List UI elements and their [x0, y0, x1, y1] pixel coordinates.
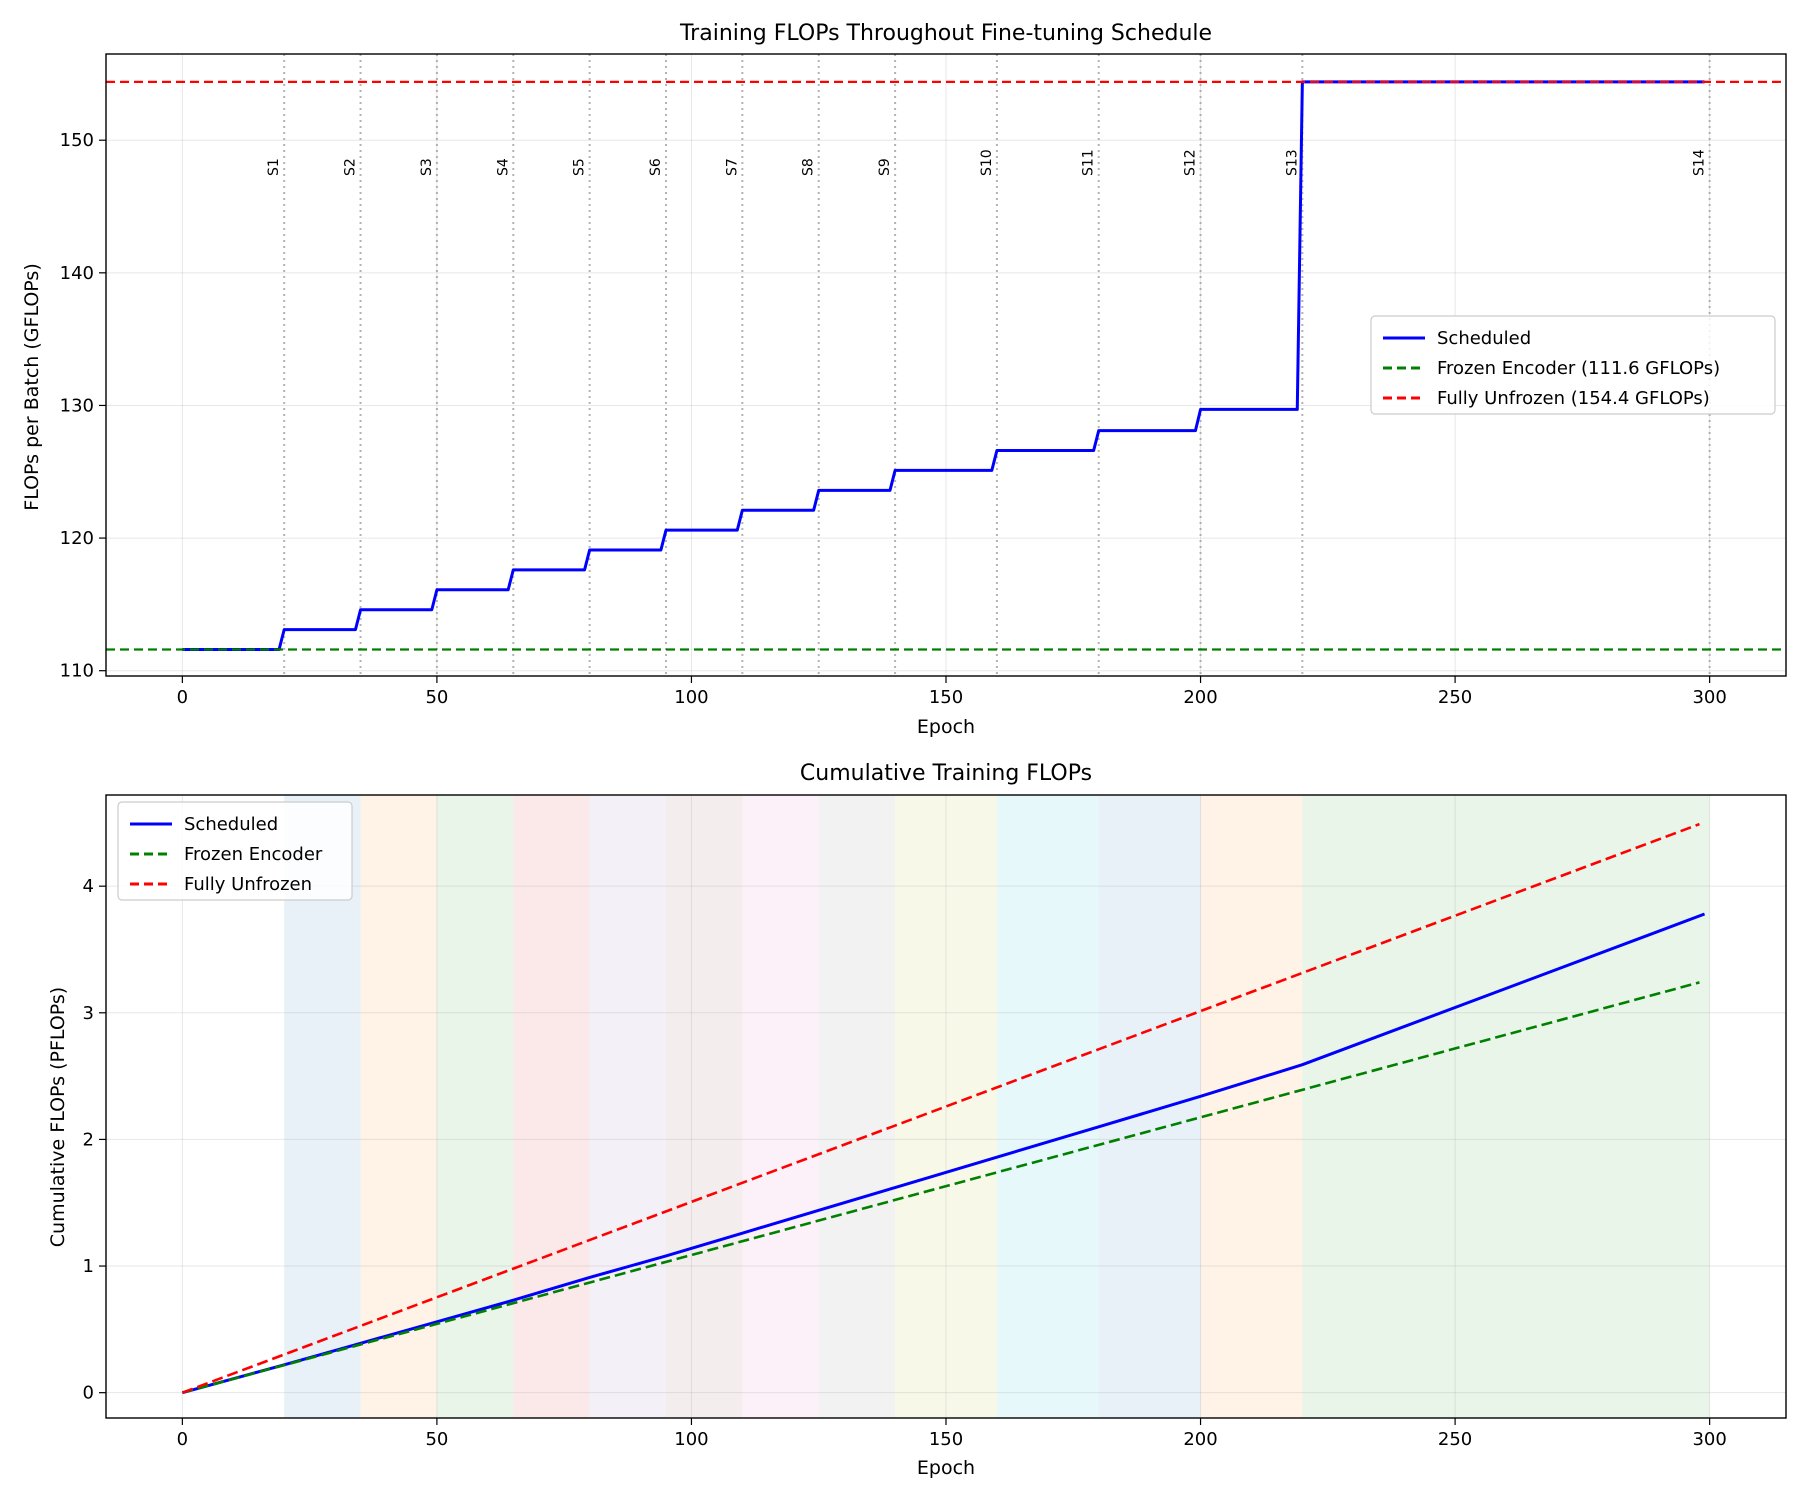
series-line-1: [181, 912, 1706, 1395]
stage-band-7: [742, 795, 819, 1418]
stage-band-8: [818, 795, 896, 1418]
stage-label: S11: [1081, 149, 1097, 176]
y-tick-label: 0: [83, 1383, 94, 1404]
stage-band-13: [1302, 795, 1710, 1418]
stage-label: S2: [343, 158, 359, 176]
y-tick-label: 150: [60, 130, 94, 151]
top-plot-area: S1 S2 S3 S4 S5 S6 S7 S8 S9 S10 S11 S12 S13 S14 0 50 100 1…: [60, 53, 1787, 708]
x-tick-label: 200: [1183, 687, 1217, 708]
x-tick-label: 250: [1438, 687, 1472, 708]
y-tick-label: 3: [83, 1003, 94, 1024]
stage-label: S1: [266, 158, 282, 176]
y-tick-label: 130: [60, 395, 94, 416]
stage-label: S10: [979, 149, 995, 176]
x-tick-label: 300: [1692, 1429, 1726, 1450]
top-chart-ylabel: FLOPs per Batch (GFLOPs): [21, 263, 43, 510]
legend: Scheduled Frozen Encoder Fully Unfrozen: [117, 801, 353, 901]
stage-band-9: [895, 795, 997, 1418]
legend-label-3: Fully Unfrozen (154.4 GFLOPs): [1437, 388, 1710, 409]
stage-band-10: [996, 795, 1099, 1418]
stage-band-6: [666, 795, 743, 1418]
series-line-1: [182, 80, 1705, 651]
bottom-chart-xlabel: Epoch: [917, 1457, 975, 1479]
x-tick-label: 100: [674, 1429, 708, 1450]
stage-band-12: [1200, 795, 1303, 1418]
stage-band-5: [589, 795, 666, 1418]
stage-label: S3: [419, 158, 435, 176]
top-chart-xlabel: Epoch: [917, 716, 975, 738]
x-tick-label: 50: [425, 687, 448, 708]
bottom-chart-ylabel: Cumulative FLOPs (PFLOPs): [47, 987, 69, 1247]
y-tick-label: 4: [83, 876, 94, 897]
top-chart-title: Training FLOPs Throughout Fine-tuning Sc…: [679, 21, 1212, 46]
x-tick-label: 50: [425, 1429, 448, 1450]
legend-label-2: Frozen Encoder (111.6 GFLOPs): [1437, 358, 1720, 379]
x-tick-label: 300: [1692, 687, 1726, 708]
top-chart: Training FLOPs Throughout Fine-tuning Sc…: [21, 21, 1787, 738]
bottom-plot-area: 0 50 100 150 200 250 300 0 1 2 3 4 Scheduled Frozen E…: [83, 794, 1787, 1450]
legend-label-1: Scheduled: [1437, 328, 1531, 349]
y-tick-label: 110: [60, 661, 94, 682]
y-tick-label: 140: [60, 263, 94, 284]
stage-label: S9: [877, 158, 893, 176]
stage-label: S6: [648, 158, 664, 176]
stage-band-11: [1098, 795, 1201, 1418]
bottom-chart-title: Cumulative Training FLOPs: [800, 761, 1092, 786]
y-tick-label: 1: [83, 1256, 94, 1277]
x-tick-label: 200: [1183, 1429, 1217, 1450]
x-tick-label: 250: [1438, 1429, 1472, 1450]
series-line-3: [181, 822, 1700, 1394]
legend-frame: [1370, 315, 1776, 415]
stage-label: S8: [801, 158, 817, 176]
stage-label: S12: [1183, 149, 1199, 176]
legend-label-1: Scheduled: [184, 814, 278, 835]
x-tick-label: 150: [929, 1429, 963, 1450]
x-tick-label: 0: [177, 687, 188, 708]
x-tick-label: 0: [177, 1429, 188, 1450]
x-tick-label: 100: [674, 687, 708, 708]
x-tick-label: 150: [929, 687, 963, 708]
stage-band-3: [436, 795, 514, 1418]
stage-band-4: [513, 795, 590, 1418]
stage-label: S13: [1284, 149, 1300, 176]
stage-label: S4: [495, 158, 511, 176]
y-tick-label: 2: [83, 1129, 94, 1150]
legend-label-3: Fully Unfrozen: [184, 874, 312, 895]
legend-frame: [117, 801, 353, 901]
y-tick-label: 120: [60, 528, 94, 549]
bottom-chart: Cumulative Training FLOPs Epoch Cumulati…: [47, 761, 1787, 1479]
stage-label: S7: [724, 158, 740, 176]
stage-label: S14: [1692, 149, 1708, 176]
legend-label-2: Frozen Encoder: [184, 844, 323, 865]
stage-label: S5: [572, 158, 588, 176]
legend: Scheduled Frozen Encoder (111.6 GFLOPs) Fu…: [1370, 315, 1776, 415]
stage-band-2: [360, 795, 437, 1418]
series-line-2: [182, 981, 1700, 1394]
